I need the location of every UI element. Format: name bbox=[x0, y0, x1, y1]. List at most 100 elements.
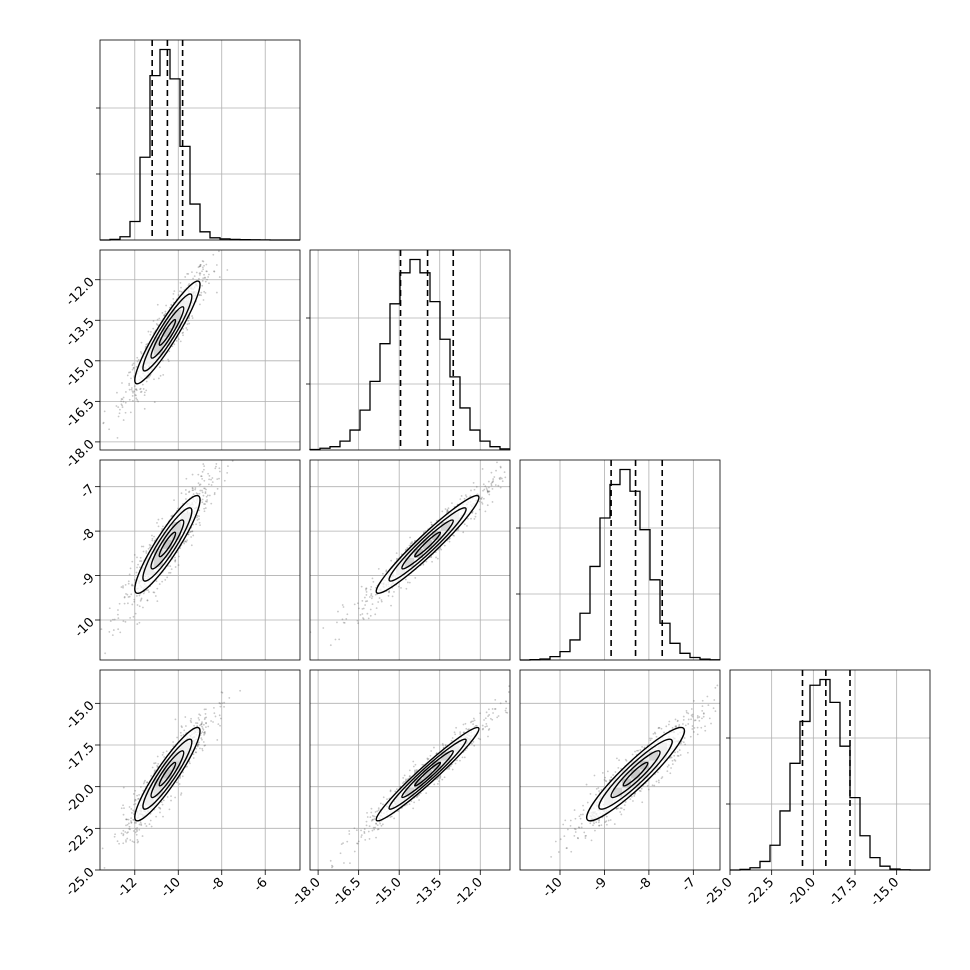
scatter-point-3-1-406 bbox=[454, 733, 457, 736]
scatter-point-3-1-583 bbox=[494, 708, 497, 710]
scatter-point-2-1-184 bbox=[478, 508, 481, 511]
scatter-point-1-0-126 bbox=[199, 264, 202, 266]
scatter-point-3-0-391 bbox=[144, 822, 147, 825]
histogram-bar-1-17 bbox=[480, 441, 490, 450]
scatter-point-3-1-404 bbox=[371, 814, 374, 817]
histogram-panel-2 bbox=[516, 459, 721, 661]
scatter-point-1-0-196 bbox=[226, 269, 229, 271]
scatter-point-1-0-115 bbox=[132, 399, 134, 402]
scatter-point-2-1-199 bbox=[369, 608, 372, 611]
scatter-point-2-1-238 bbox=[460, 495, 463, 497]
scatter-point-3-0-429 bbox=[203, 731, 206, 734]
scatter-point-3-1-193 bbox=[456, 759, 458, 762]
scatter-point-2-0-465 bbox=[170, 568, 173, 571]
scatter-point-2-0-212 bbox=[195, 523, 198, 526]
scatter-point-1-0-55 bbox=[199, 263, 202, 266]
scatter-point-3-2-620 bbox=[625, 759, 628, 762]
scatter-point-3-2-355 bbox=[701, 709, 704, 712]
scatter-point-2-1-273 bbox=[441, 510, 444, 513]
scatter-point-2-0-410 bbox=[192, 493, 195, 496]
scatter-point-3-0-27 bbox=[153, 762, 156, 765]
scatter-point-3-0-290 bbox=[197, 741, 200, 744]
scatter-point-2-1-481 bbox=[425, 560, 428, 563]
scatter-point-3-0-604 bbox=[205, 722, 207, 725]
scatter-point-3-0-351 bbox=[139, 821, 142, 824]
scatter-point-3-1-484 bbox=[408, 775, 411, 777]
scatter-point-2-0-129 bbox=[156, 587, 159, 590]
scatter-point-3-1-279 bbox=[494, 699, 497, 701]
scatter-point-3-0-603 bbox=[138, 793, 140, 796]
scatter-point-3-0-199 bbox=[125, 818, 128, 821]
scatter-point-3-2-199 bbox=[615, 807, 618, 810]
scatter-point-3-0-251 bbox=[219, 702, 222, 705]
scatter-point-3-1-117 bbox=[375, 822, 377, 825]
scatter-point-2-1-672 bbox=[497, 484, 500, 487]
scatter-point-1-0-223 bbox=[228, 246, 230, 248]
scatter-point-3-2-104 bbox=[691, 728, 694, 730]
scatter-point-3-2-615 bbox=[577, 826, 580, 829]
xtick-label-3-0: -25.0 bbox=[701, 875, 735, 909]
scatter-point-3-1-35 bbox=[481, 728, 484, 731]
scatter-point-2-1-103 bbox=[526, 456, 528, 458]
scatter-point-2-0-243 bbox=[124, 583, 127, 586]
scatter-point-3-0-153 bbox=[148, 823, 151, 826]
scatter-point-2-1-121 bbox=[364, 600, 367, 603]
scatter-point-3-0-214 bbox=[193, 724, 195, 727]
scatter-point-3-2-24 bbox=[580, 826, 583, 829]
scatter-point-2-1-640 bbox=[358, 607, 360, 610]
contour-1-0-0 bbox=[134, 280, 201, 385]
scatter-point-2-1-670 bbox=[370, 585, 373, 588]
scatter-point-2-0-523 bbox=[191, 473, 194, 476]
scatter-point-3-1-174 bbox=[433, 783, 436, 786]
scatter-point-3-1-460 bbox=[462, 723, 465, 726]
scatter-point-1-0-204 bbox=[126, 374, 129, 377]
scatter-point-1-0-261 bbox=[186, 272, 189, 275]
scatter-point-1-0-380 bbox=[161, 311, 164, 314]
scatter-point-1-0-20 bbox=[191, 317, 194, 319]
scatter-point-2-0-194 bbox=[147, 547, 150, 550]
scatter-point-3-1-165 bbox=[436, 778, 439, 781]
scatter-point-2-1-561 bbox=[487, 480, 490, 483]
scatter-point-3-1-618 bbox=[360, 834, 363, 837]
scatter-point-2-1-123 bbox=[375, 607, 378, 610]
scatter-point-3-0-663 bbox=[204, 713, 207, 715]
scatter-point-2-1-607 bbox=[381, 572, 384, 575]
scatter-point-1-0-565 bbox=[218, 250, 220, 253]
scatter-point-3-2-123 bbox=[668, 720, 671, 723]
scatter-point-3-0-309 bbox=[175, 781, 178, 784]
scatter-point-3-0-101 bbox=[202, 723, 205, 726]
scatter-point-3-0-116 bbox=[122, 842, 125, 845]
scatter-point-2-0-670 bbox=[196, 519, 199, 521]
scatter-point-1-0-690 bbox=[201, 266, 204, 269]
contour-2-1-0 bbox=[375, 494, 480, 595]
scatter-point-1-0-218 bbox=[212, 253, 215, 256]
scatter-point-2-1-631 bbox=[470, 517, 472, 520]
histogram-step-2 bbox=[520, 468, 720, 661]
scatter-point-2-1-37 bbox=[491, 501, 494, 503]
scatter-point-3-0-98 bbox=[239, 689, 242, 692]
scatter-point-3-2-595 bbox=[597, 821, 600, 824]
scatter-point-2-0-617 bbox=[158, 583, 161, 585]
scatter-point-3-0-581 bbox=[180, 794, 182, 796]
scatter-point-3-2-72 bbox=[574, 817, 577, 820]
scatter-point-3-0-699 bbox=[184, 716, 187, 718]
histogram-bar-2-13 bbox=[650, 580, 660, 660]
scatter-point-3-2-29 bbox=[643, 746, 646, 749]
scatter-point-3-0-233 bbox=[120, 807, 123, 810]
scatter-point-3-2-169 bbox=[593, 822, 595, 825]
scatter-point-3-2-425 bbox=[675, 726, 677, 728]
scatter-point-2-1-573 bbox=[329, 644, 332, 647]
scatter-point-3-0-23 bbox=[132, 793, 135, 795]
scatter-point-3-0-308 bbox=[118, 842, 120, 845]
scatter-point-3-1-259 bbox=[421, 763, 424, 766]
scatter-point-2-0-119 bbox=[208, 494, 211, 497]
xtick-label-1-2: -15.0 bbox=[370, 875, 404, 909]
scatter-point-3-0-142 bbox=[194, 751, 197, 754]
scatter-point-2-1-688 bbox=[406, 546, 409, 549]
scatter-point-3-1-589 bbox=[436, 783, 439, 785]
scatter-point-3-2-397 bbox=[677, 725, 680, 728]
scatter-point-3-2-687 bbox=[689, 735, 692, 738]
scatter-point-3-1-41 bbox=[379, 802, 382, 805]
scatter-point-3-2-637 bbox=[600, 824, 603, 827]
scatter-point-2-0-257 bbox=[123, 596, 126, 598]
